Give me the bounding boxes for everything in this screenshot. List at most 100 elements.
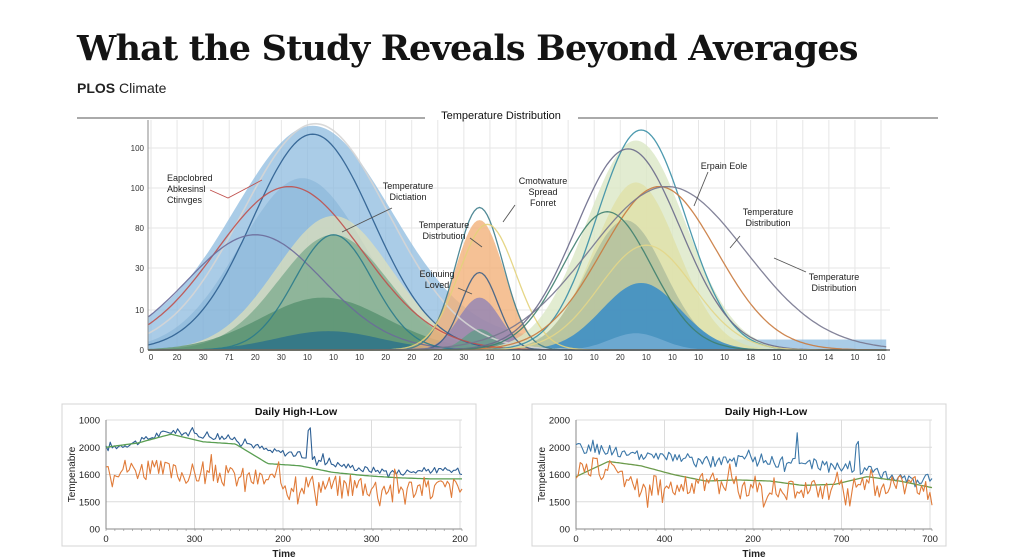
annotation-leader: [502, 204, 516, 223]
y-tick-label: 0: [140, 346, 145, 355]
x-tick-label: 20: [407, 353, 416, 362]
annotation-label: Temperature Distrbution: [419, 220, 470, 241]
annotation-leader: [341, 207, 393, 233]
x-axis-label: Time: [272, 549, 296, 559]
chart-title: Temperature Distribution: [441, 110, 561, 122]
x-tick-label: 700: [922, 534, 938, 545]
chart-axes: 0 10 30 80 100 100 0 20 30 71 20 30 10 10 10 20 20 20 30 10…: [131, 120, 890, 362]
x-tick-label: 10: [564, 353, 573, 362]
area-right-blue: [148, 283, 887, 350]
distribution-areas: [148, 125, 887, 350]
x-tick-label: 30: [459, 353, 468, 362]
x-tick-label: 10: [877, 353, 886, 362]
annotation-line: Temperature: [743, 207, 794, 217]
annotation-line: Eapclobred: [167, 173, 213, 183]
y-axis-label: Tempenabre: [67, 446, 78, 502]
annotation-line: Cmotwature: [519, 176, 568, 186]
annotation-line: Temperature: [809, 272, 860, 282]
annotation-leader: [729, 235, 741, 249]
y-tick-label: 10: [135, 306, 144, 315]
x-tick-label: 20: [381, 353, 390, 362]
annotation-leader: [773, 257, 807, 273]
x-tick-label: 14: [824, 353, 833, 362]
x-tick-label: 10: [303, 353, 312, 362]
x-tick-label: 20: [616, 353, 625, 362]
page-title: What the Study Reveals Beyond Averages: [77, 28, 859, 69]
x-tick-label: 0: [149, 353, 154, 362]
x-tick-label: 10: [720, 353, 729, 362]
annotation-line: Erpain Eole: [701, 161, 748, 171]
y-tick-label: 2000: [549, 443, 570, 454]
y-tick-label: 00: [89, 525, 100, 536]
series-low: [575, 457, 933, 508]
y-tick-label: 00: [559, 525, 570, 536]
x-tick-label: 200: [452, 534, 468, 545]
daily-high-low-chart-2: Daily High-I-Low 00 1500 1600 2000 2000 0 400 20…: [531, 403, 947, 559]
x-tick-label: 10: [485, 353, 494, 362]
x-tick-label: 20: [433, 353, 442, 362]
annotation-label: Erpain Eole: [701, 161, 748, 171]
annotation-line: Temperature: [419, 220, 470, 230]
annotation-line: Eoinuing: [419, 269, 454, 279]
source-journal: Climate: [115, 80, 167, 96]
y-tick-label: 30: [135, 264, 144, 273]
annotation-leader: [693, 171, 709, 207]
x-tick-label: 10: [538, 353, 547, 362]
annotation-label: Eoinuing Loved: [419, 269, 454, 290]
x-tick-label: 0: [573, 534, 578, 545]
annotation-line: Spread: [528, 187, 557, 197]
y-tick-label: 1600: [79, 470, 100, 481]
source-credit: PLOS Climate: [77, 80, 166, 96]
annotation-label: Cmotwature Spread Fonret: [519, 176, 568, 208]
annotation-leader: [457, 287, 473, 295]
y-tick-label: 1600: [549, 470, 570, 481]
area-teal-low: [148, 331, 887, 350]
area-right-yellow: [148, 182, 887, 350]
x-tick-label: 10: [850, 353, 859, 362]
chart-title: Daily High-I-Low: [725, 406, 808, 418]
y-axis-label: Tempetalure: [537, 447, 548, 502]
annotation: Temperature Distrbution: [419, 220, 483, 248]
chart-title: Daily High-I-Low: [255, 406, 338, 418]
y-tick-label: 1500: [549, 497, 570, 508]
annotation: Cmotwature Spread Fonret: [502, 176, 568, 223]
x-tick-label: 10: [694, 353, 703, 362]
x-tick-label: 10: [798, 353, 807, 362]
x-tick-label: 20: [251, 353, 260, 362]
series-high: [575, 432, 933, 488]
x-tick-label: 10: [590, 353, 599, 362]
annotation-line: Ctinvges: [167, 195, 203, 205]
x-tick-label: 300: [364, 534, 380, 545]
annotation-line: Distribution: [811, 283, 856, 293]
x-tick-label: 18: [746, 353, 755, 362]
x-tick-label: 700: [834, 534, 850, 545]
y-tick-label: 100: [131, 144, 145, 153]
annotation-line: Dictiation: [389, 192, 426, 202]
annotation-line: Distrbution: [422, 231, 465, 241]
x-tick-label: 10: [512, 353, 521, 362]
x-tick-label: 20: [173, 353, 182, 362]
annotation-label: Temperature Distribution: [809, 272, 860, 293]
annotation-line: Loved: [425, 280, 450, 290]
x-tick-label: 10: [642, 353, 651, 362]
annotation: Temperature Distribution: [773, 257, 860, 293]
annotation-label: Eapclobred Abkesinsl Ctinvges: [167, 173, 213, 205]
y-tick-label: 2000: [549, 416, 570, 427]
annotation: Temperature Dictiation: [341, 181, 434, 233]
y-tick-label: 2000: [79, 443, 100, 454]
x-tick-label: 10: [329, 353, 338, 362]
x-tick-label: 10: [772, 353, 781, 362]
annotation-leader: [469, 237, 483, 248]
y-tick-label: 1500: [79, 497, 100, 508]
annotation-label: Temperature Dictiation: [383, 181, 434, 202]
x-axis-label: Time: [742, 549, 766, 559]
series-low: [105, 454, 463, 507]
y-tick-label: 100: [131, 184, 145, 193]
annotation: Erpain Eole: [693, 161, 748, 207]
annotation-line: Fonret: [530, 198, 557, 208]
x-tick-label: 10: [355, 353, 364, 362]
x-tick-label: 300: [187, 534, 203, 545]
annotation: Eoinuing Loved: [419, 269, 473, 295]
temperature-distribution-chart: Temperature Distribution 0 10 30 80 100 100 0 2…: [77, 110, 938, 362]
